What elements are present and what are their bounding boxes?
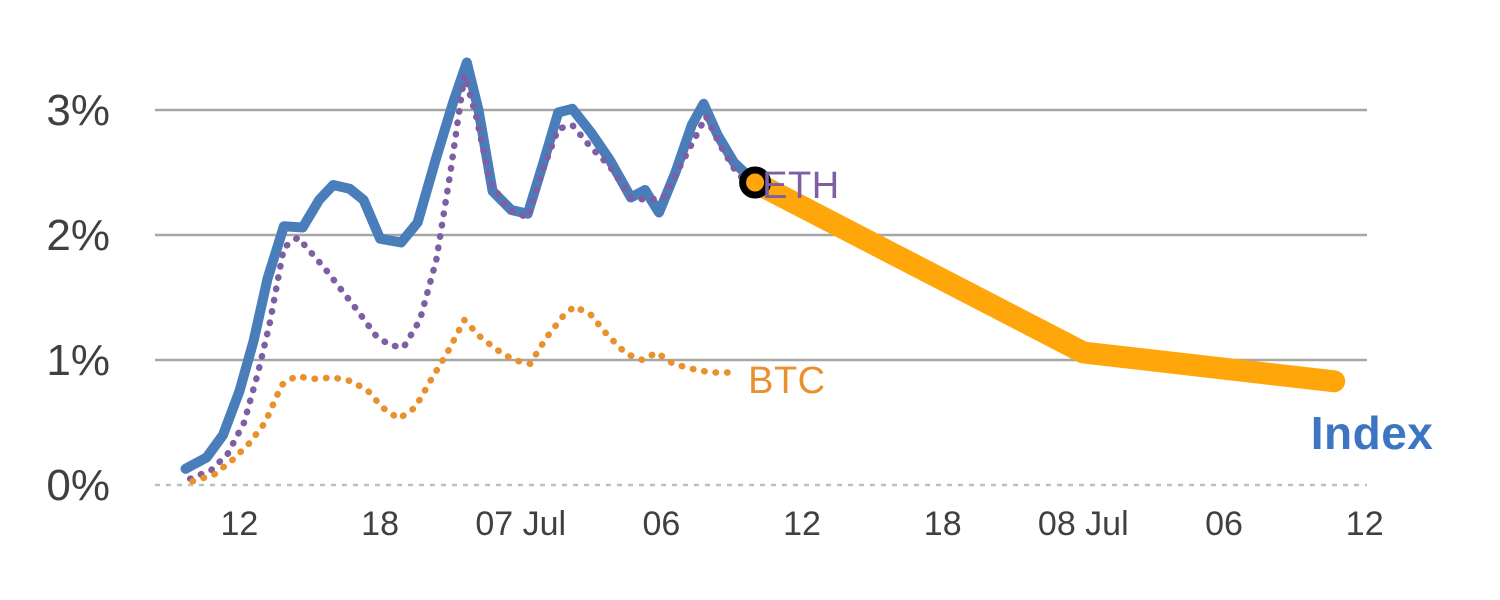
current-point-marker: [739, 166, 772, 199]
y-tick-label: 2%: [46, 211, 110, 260]
x-tick-label: 12: [783, 505, 821, 543]
x-tick-label: 18: [361, 505, 399, 543]
series-label-index: Index: [1310, 406, 1434, 459]
series-index: [180, 57, 761, 474]
series-btc: [189, 303, 733, 485]
series-index-projection: [744, 171, 1346, 393]
y-tick-label: 3%: [46, 86, 110, 135]
series-label-eth: ETH: [762, 165, 840, 208]
x-tick-label: 07 Jul: [475, 505, 566, 543]
series-label-btc: BTC: [748, 360, 826, 403]
x-tick-label: 18: [924, 505, 962, 543]
x-tick-label: 06: [642, 505, 680, 543]
series-eth: [186, 71, 754, 483]
y-tick-label: 1%: [46, 336, 110, 385]
x-tick-label: 12: [1346, 505, 1384, 543]
x-tick-label: 12: [220, 505, 258, 543]
y-tick-label: 0%: [46, 461, 110, 510]
x-tick-label: 06: [1205, 505, 1243, 543]
x-tick-label: 08 Jul: [1038, 505, 1129, 543]
